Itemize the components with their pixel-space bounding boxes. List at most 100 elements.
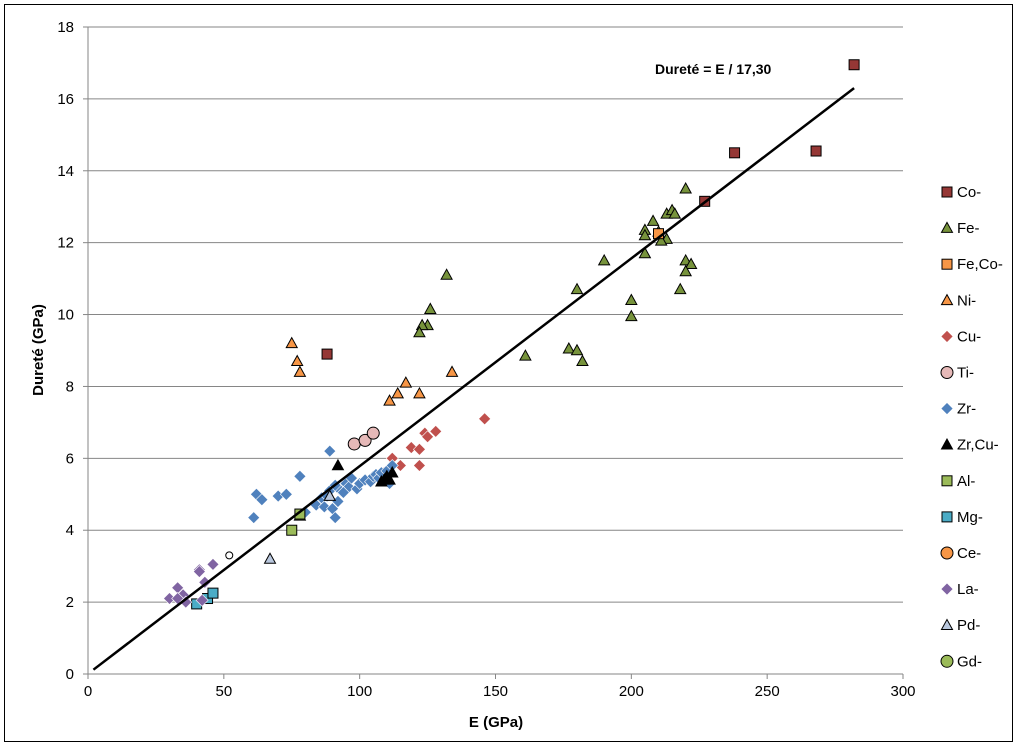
data-point <box>293 365 307 377</box>
y-axis-title: Dureté (GPa) <box>30 304 47 396</box>
data-point <box>328 511 342 525</box>
legend-marker <box>940 618 954 630</box>
legend-label: Ni- <box>957 292 976 309</box>
data-point <box>192 565 206 578</box>
y-tick-label-18: 18 <box>57 19 74 36</box>
series-ti <box>347 426 380 451</box>
legend-marker <box>940 402 954 416</box>
y-tick-label-8: 8 <box>66 378 74 395</box>
fit-line <box>92 87 855 671</box>
legend-marker <box>940 654 954 668</box>
series-zrcu <box>331 458 399 487</box>
legend-marker <box>940 582 954 596</box>
data-point <box>597 253 611 266</box>
data-point <box>358 433 372 447</box>
legend-label: Zr- <box>957 401 976 418</box>
data-point <box>429 424 443 438</box>
data-point <box>684 257 698 270</box>
legend-label: Fe- <box>957 220 980 237</box>
legend-item: Gd- <box>940 653 982 670</box>
legend-marker <box>940 546 954 560</box>
data-point <box>729 147 741 159</box>
legend-item: Ti- <box>940 365 974 382</box>
legend-marker <box>940 293 954 306</box>
x-tick-label-200: 200 <box>619 683 644 700</box>
y-tick-label-10: 10 <box>57 307 74 324</box>
legend-item: Pd- <box>940 617 980 634</box>
y-tick-label-2: 2 <box>66 594 74 611</box>
legend-item: Cu- <box>940 328 981 345</box>
data-point <box>679 264 693 277</box>
data-point <box>679 182 693 194</box>
data-point <box>207 587 219 599</box>
data-point <box>413 325 426 338</box>
series-pd <box>263 489 337 564</box>
data-point <box>668 207 682 219</box>
data-point <box>413 386 426 399</box>
data-point <box>321 348 333 360</box>
series-al <box>286 508 306 536</box>
legend-item: Al- <box>941 473 975 490</box>
data-point <box>286 524 298 536</box>
legend-label: Cu- <box>957 328 981 345</box>
x-tick-label-150: 150 <box>483 683 508 700</box>
legend-label: Gd- <box>957 653 982 670</box>
data-point <box>848 59 860 71</box>
legend-marker <box>940 329 954 343</box>
y-tick-label-12: 12 <box>57 235 74 252</box>
data-point <box>654 234 668 246</box>
data-point <box>638 246 652 259</box>
legend-item: Co- <box>941 184 981 201</box>
x-tick-label-300: 300 <box>890 683 915 700</box>
legend-marker <box>941 475 953 487</box>
legend-label: Zr,Cu- <box>957 437 999 454</box>
x-tick-label-0: 0 <box>84 683 92 700</box>
tick-labels: 0 2 4 6 8 10 12 14 16 18 0 50 100 150 200 250 300 <box>57 19 915 700</box>
legend-item: Zr- <box>940 401 976 418</box>
x-tick-label-250: 250 <box>755 683 780 700</box>
data-point <box>391 386 405 399</box>
data-point <box>323 489 337 501</box>
legend-marker <box>941 186 953 198</box>
data-point <box>562 341 576 354</box>
y-tick-label-6: 6 <box>66 450 74 467</box>
series-ni <box>285 336 459 406</box>
legend-label: Co- <box>957 184 981 201</box>
data-point <box>375 474 388 487</box>
x-tick-label-50: 50 <box>215 683 232 700</box>
data-points <box>163 59 860 610</box>
y-tick-label-0: 0 <box>66 666 74 683</box>
data-point <box>570 343 584 356</box>
legend-label: Ce- <box>957 545 981 562</box>
data-point <box>383 473 396 485</box>
data-point <box>570 282 584 295</box>
legend-item: Mg- <box>941 509 983 526</box>
series-zr <box>247 444 399 525</box>
x-tick-label-100: 100 <box>347 683 372 700</box>
legend-item: La- <box>940 581 979 598</box>
data-point <box>206 557 220 571</box>
legend-label: Pd- <box>957 617 980 634</box>
data-point <box>440 268 453 280</box>
legend-label: Fe,Co- <box>957 256 1003 273</box>
legend-item: Zr,Cu- <box>940 437 999 454</box>
data-point <box>673 282 687 295</box>
data-point <box>383 394 396 406</box>
legend-item: Fe- <box>940 220 980 237</box>
data-point <box>179 595 193 609</box>
axes <box>83 26 904 679</box>
legend-label: Mg- <box>957 509 983 526</box>
legend-item: Ni- <box>940 292 976 309</box>
data-point <box>399 376 413 388</box>
data-point <box>519 349 532 361</box>
y-tick-label-4: 4 <box>66 522 74 539</box>
data-point <box>285 336 299 349</box>
series-unlabeled <box>225 551 234 560</box>
data-point <box>624 309 638 322</box>
legend-label: La- <box>957 581 979 598</box>
data-point <box>638 228 652 241</box>
series-la <box>163 557 220 609</box>
data-point <box>290 354 304 367</box>
y-tick-label-14: 14 <box>57 163 74 180</box>
